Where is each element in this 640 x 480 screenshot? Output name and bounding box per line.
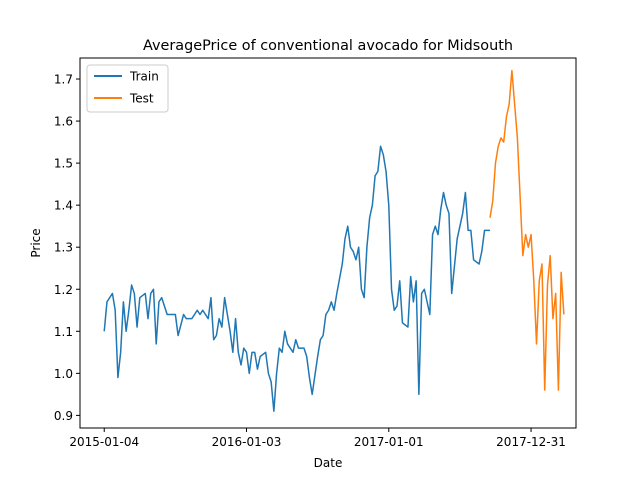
plot-area [79,57,577,429]
y-tick-label: 0.9 [54,409,73,423]
series-line-test [489,69,565,391]
x-tick-label: 2017-01-01 [354,435,424,449]
y-tick-label: 1.1 [54,325,73,339]
x-axis: 2015-01-04 2016-01-03 2017-01-01 2017-12-31 [69,428,566,449]
x-tick-label: 2017-12-31 [496,435,566,449]
x-tick-label: 2016-01-03 [212,435,282,449]
series-layer [103,69,565,412]
y-tick-label: 1.7 [54,73,73,87]
chart-title: AveragePrice of conventional avocado for… [143,38,513,54]
y-axis: 0.9 1.0 1.1 1.2 1.3 1.4 1.5 1.6 1.7 [54,73,80,423]
y-tick-label: 1.0 [54,367,73,381]
y-tick-label: 1.6 [54,115,73,129]
legend-label-train: Train [129,70,159,84]
series-line-train [103,145,491,412]
y-tick-label: 1.2 [54,283,73,297]
legend: Train Test [86,64,169,113]
x-axis-label: Date [314,456,343,470]
legend-label-test: Test [129,92,154,106]
y-tick-label: 1.5 [54,157,73,171]
y-tick-label: 1.3 [54,241,73,255]
y-axis-label: Price [29,228,43,257]
x-tick-label: 2015-01-04 [69,435,139,449]
y-tick-label: 1.4 [54,199,73,213]
